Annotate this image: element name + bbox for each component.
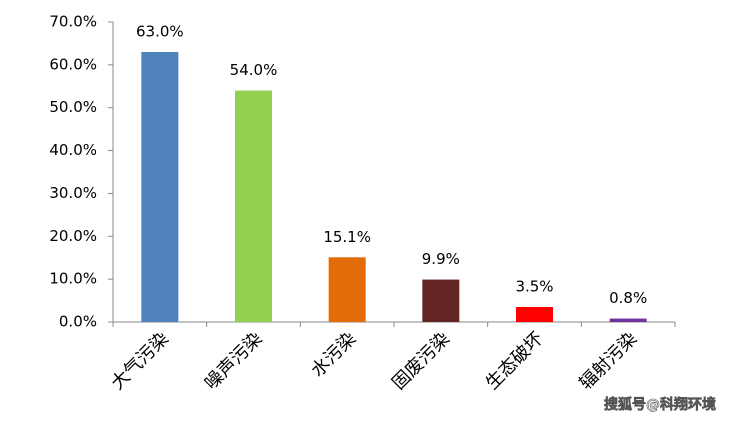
watermark: 搜狐号@科翔环境 (604, 396, 716, 413)
y-tick-label: 10.0% (49, 270, 97, 288)
x-tick-label: 生态破坏 (482, 328, 548, 394)
data-label: 0.8% (609, 289, 647, 307)
y-tick-label: 70.0% (49, 13, 97, 31)
y-tick-label: 30.0% (49, 184, 97, 202)
bar (141, 52, 179, 322)
y-tick-label: 20.0% (49, 227, 97, 245)
bar (422, 279, 460, 322)
data-label: 54.0% (230, 61, 278, 79)
bar (609, 318, 647, 322)
data-label: 15.1% (323, 228, 371, 246)
data-label: 63.0% (136, 23, 184, 41)
bar (516, 307, 553, 322)
x-tick-label: 大气污染 (107, 328, 173, 394)
x-tick-label: 水污染 (307, 328, 360, 381)
x-tick-label: 噪声污染 (201, 328, 267, 394)
x-tick-label: 固废污染 (388, 328, 454, 394)
bar (328, 257, 366, 322)
x-tick-label: 辐射污染 (575, 328, 641, 394)
y-tick-label: 50.0% (49, 98, 97, 116)
y-tick-label: 40.0% (49, 141, 97, 159)
y-tick-label: 0.0% (59, 313, 97, 331)
bar (235, 90, 272, 322)
data-label: 9.9% (422, 250, 460, 268)
data-label: 3.5% (515, 278, 553, 296)
y-tick-label: 60.0% (49, 55, 97, 73)
